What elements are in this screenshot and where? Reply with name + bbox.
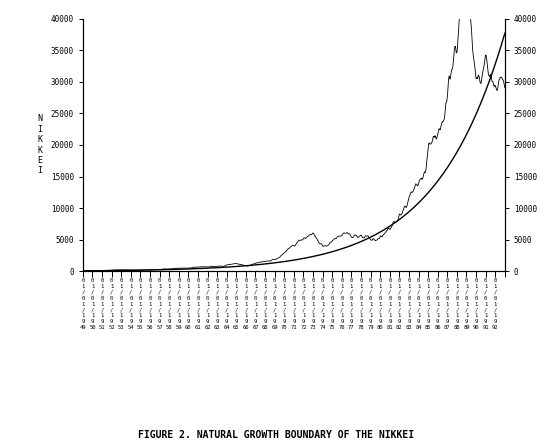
Y-axis label: N
I
K
K
E
I: N I K K E I <box>37 114 42 175</box>
Text: FIGURE 2. NATURAL GROWTH BOUNDARY OF THE NIKKEI: FIGURE 2. NATURAL GROWTH BOUNDARY OF THE… <box>138 430 414 440</box>
